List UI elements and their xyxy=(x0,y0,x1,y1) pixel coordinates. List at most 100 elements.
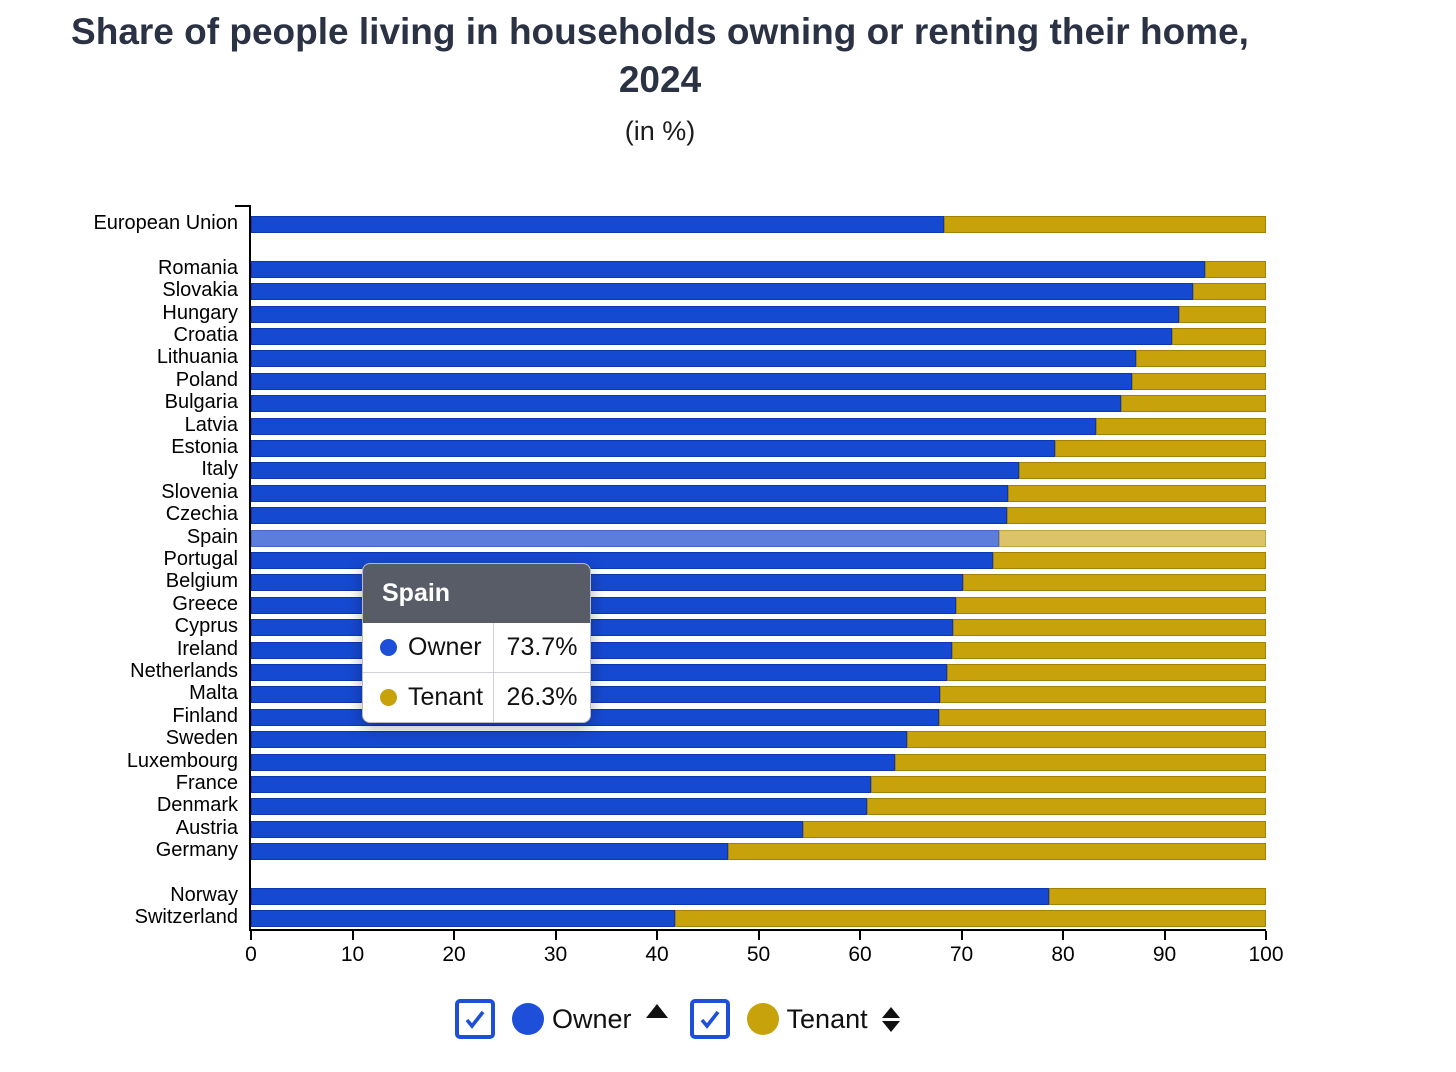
tenant-segment-cyprus[interactable] xyxy=(953,619,1266,637)
bar-row-czechia[interactable] xyxy=(251,507,1266,525)
owner-segment-spain[interactable] xyxy=(251,529,1000,547)
owner-segment-greece[interactable] xyxy=(251,596,957,614)
bar-row-france[interactable] xyxy=(251,776,1266,793)
bar-row-croatia[interactable] xyxy=(251,328,1266,345)
tenant-segment-malta[interactable] xyxy=(940,686,1266,704)
tenant-segment-germany[interactable] xyxy=(728,843,1266,861)
owner-segment-poland[interactable] xyxy=(251,372,1133,390)
owner-segment-hungary[interactable] xyxy=(251,305,1179,323)
tenant-checkbox[interactable] xyxy=(689,999,730,1039)
bar-row-estonia[interactable] xyxy=(251,440,1266,457)
category-label-belgium: Belgium xyxy=(165,570,238,593)
tenant-segment-lithuania[interactable] xyxy=(1136,350,1266,368)
tenant-segment-italy[interactable] xyxy=(1019,462,1266,480)
bar-row-european-union[interactable] xyxy=(251,216,1266,233)
bar-row-romania[interactable] xyxy=(251,260,1266,278)
x-tick-label-80: 80 xyxy=(1051,943,1075,966)
bar-row-slovenia[interactable] xyxy=(251,484,1266,502)
bar-row-lithuania[interactable] xyxy=(251,350,1266,368)
owner-segment-croatia[interactable] xyxy=(251,328,1172,345)
bar-row-luxembourg[interactable] xyxy=(251,753,1266,771)
owner-segment-malta[interactable] xyxy=(251,686,941,704)
category-label-sweden: Sweden xyxy=(165,727,238,750)
tenant-segment-european-union[interactable] xyxy=(944,216,1266,233)
tenant-segment-latvia[interactable] xyxy=(1096,417,1266,435)
tenant-segment-czechia[interactable] xyxy=(1007,507,1266,525)
bar-row-hungary[interactable] xyxy=(251,305,1266,323)
owner-segment-austria[interactable] xyxy=(251,820,804,838)
owner-segment-sweden[interactable] xyxy=(251,731,907,749)
owner-segment-romania[interactable] xyxy=(251,260,1206,278)
tenant-segment-greece[interactable] xyxy=(956,596,1266,614)
owner-segment-finland[interactable] xyxy=(251,708,940,726)
owner-segment-luxembourg[interactable] xyxy=(251,753,895,771)
tenant-segment-slovakia[interactable] xyxy=(1192,283,1266,301)
tenant-segment-spain[interactable] xyxy=(999,529,1266,547)
owner-checkbox[interactable] xyxy=(455,999,495,1039)
tenant-segment-denmark[interactable] xyxy=(867,798,1266,816)
owner-segment-france[interactable] xyxy=(251,776,872,793)
tenant-segment-norway[interactable] xyxy=(1048,888,1266,905)
owner-segment-european-union[interactable] xyxy=(251,216,945,233)
bar-row-italy[interactable] xyxy=(251,462,1266,480)
tenant-segment-ireland[interactable] xyxy=(952,641,1266,659)
owner-segment-denmark[interactable] xyxy=(251,798,868,816)
owner-segment-cyprus[interactable] xyxy=(251,619,954,637)
owner-segment-germany[interactable] xyxy=(251,843,729,861)
category-label-switzerland: Switzerland xyxy=(134,906,238,929)
owner-segment-czechia[interactable] xyxy=(251,507,1008,525)
bar-row-latvia[interactable] xyxy=(251,417,1266,435)
owner-segment-ireland[interactable] xyxy=(251,641,953,659)
legend-tenant-label[interactable]: Tenant xyxy=(786,1003,868,1034)
tenant-segment-france[interactable] xyxy=(871,776,1266,793)
category-label-slovenia: Slovenia xyxy=(161,480,238,503)
legend-owner-label[interactable]: Owner xyxy=(552,1003,632,1034)
sort-both-icon[interactable] xyxy=(881,1006,900,1032)
tenant-segment-slovenia[interactable] xyxy=(1008,484,1266,502)
owner-segment-slovakia[interactable] xyxy=(251,283,1193,301)
owner-segment-latvia[interactable] xyxy=(251,417,1097,435)
tooltip-tenant-label: Tenant xyxy=(408,683,484,711)
bar-row-austria[interactable] xyxy=(251,820,1266,838)
sort-ascending-icon[interactable] xyxy=(645,1004,668,1018)
tenant-segment-estonia[interactable] xyxy=(1054,440,1266,457)
bar-row-slovakia[interactable] xyxy=(251,283,1266,301)
tenant-segment-luxembourg[interactable] xyxy=(894,753,1266,771)
tenant-dot-icon xyxy=(380,689,397,706)
tenant-segment-finland[interactable] xyxy=(939,708,1266,726)
owner-segment-estonia[interactable] xyxy=(251,440,1055,457)
tenant-segment-hungary[interactable] xyxy=(1178,305,1266,323)
tenant-segment-belgium[interactable] xyxy=(962,574,1266,592)
bar-row-spain[interactable] xyxy=(251,529,1266,547)
tenant-segment-poland[interactable] xyxy=(1132,372,1266,390)
owner-segment-switzerland[interactable] xyxy=(251,910,676,928)
tenant-segment-croatia[interactable] xyxy=(1171,328,1266,345)
category-label-portugal: Portugal xyxy=(163,548,239,570)
category-label-poland: Poland xyxy=(175,368,238,391)
bar-row-germany[interactable] xyxy=(251,843,1266,861)
bar-row-bulgaria[interactable] xyxy=(251,395,1266,413)
owner-segment-netherlands[interactable] xyxy=(251,664,948,681)
plot-area: 0 10 20 30 40 50 60 70 80 90 100 xyxy=(235,205,1284,966)
category-label-luxembourg: Luxembourg xyxy=(126,749,238,772)
category-label-spain: Spain xyxy=(186,525,238,548)
tenant-segment-austria[interactable] xyxy=(803,820,1266,838)
tenant-segment-switzerland[interactable] xyxy=(675,910,1266,928)
owner-segment-norway[interactable] xyxy=(251,888,1049,905)
bar-row-denmark[interactable] xyxy=(251,798,1266,816)
tenant-segment-netherlands[interactable] xyxy=(947,664,1266,681)
owner-segment-italy[interactable] xyxy=(251,462,1020,480)
bar-row-sweden[interactable] xyxy=(251,731,1266,749)
bar-row-norway[interactable] xyxy=(251,888,1266,905)
owner-segment-bulgaria[interactable] xyxy=(251,395,1121,413)
owner-segment-belgium[interactable] xyxy=(251,574,963,592)
bar-row-poland[interactable] xyxy=(251,372,1266,390)
tenant-segment-portugal[interactable] xyxy=(992,552,1266,569)
tenant-segment-romania[interactable] xyxy=(1205,260,1266,278)
owner-segment-lithuania[interactable] xyxy=(251,350,1137,368)
tenant-segment-bulgaria[interactable] xyxy=(1120,395,1266,413)
tenant-segment-sweden[interactable] xyxy=(906,731,1266,749)
bar-row-switzerland[interactable] xyxy=(251,910,1266,928)
owner-segment-slovenia[interactable] xyxy=(251,484,1009,502)
